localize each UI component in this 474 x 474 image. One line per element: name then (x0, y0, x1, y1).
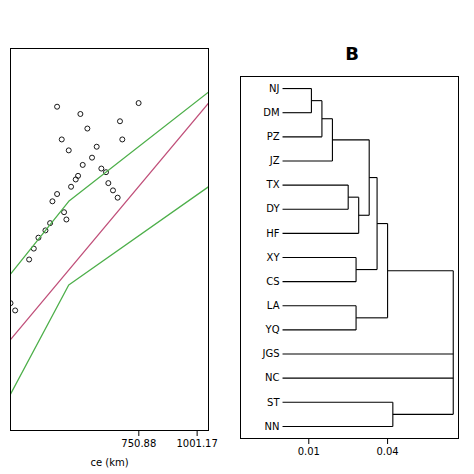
svg-text:750.88: 750.88 (121, 438, 156, 449)
svg-text:ce (km): ce (km) (90, 457, 128, 468)
svg-text:DM: DM (263, 107, 279, 118)
svg-text:YQ: YQ (265, 324, 280, 335)
svg-text:CS: CS (266, 276, 279, 287)
svg-text:JZ: JZ (269, 155, 280, 166)
svg-text:1001.17: 1001.17 (176, 438, 217, 449)
svg-text:PZ: PZ (267, 131, 280, 142)
svg-text:HF: HF (266, 228, 280, 239)
svg-text:LA: LA (267, 300, 280, 311)
svg-text:TX: TX (266, 179, 280, 190)
svg-text:NC: NC (265, 372, 279, 383)
svg-text:JGS: JGS (261, 348, 279, 359)
svg-text:NN: NN (265, 421, 280, 432)
svg-text:ST: ST (267, 397, 280, 408)
svg-text:DY: DY (266, 203, 280, 214)
svg-text:0.01: 0.01 (298, 446, 320, 457)
html-text:B: B (345, 43, 359, 64)
svg-text:NJ: NJ (269, 83, 279, 94)
svg-text:XY: XY (267, 252, 281, 263)
svg-text:0.04: 0.04 (376, 446, 398, 457)
